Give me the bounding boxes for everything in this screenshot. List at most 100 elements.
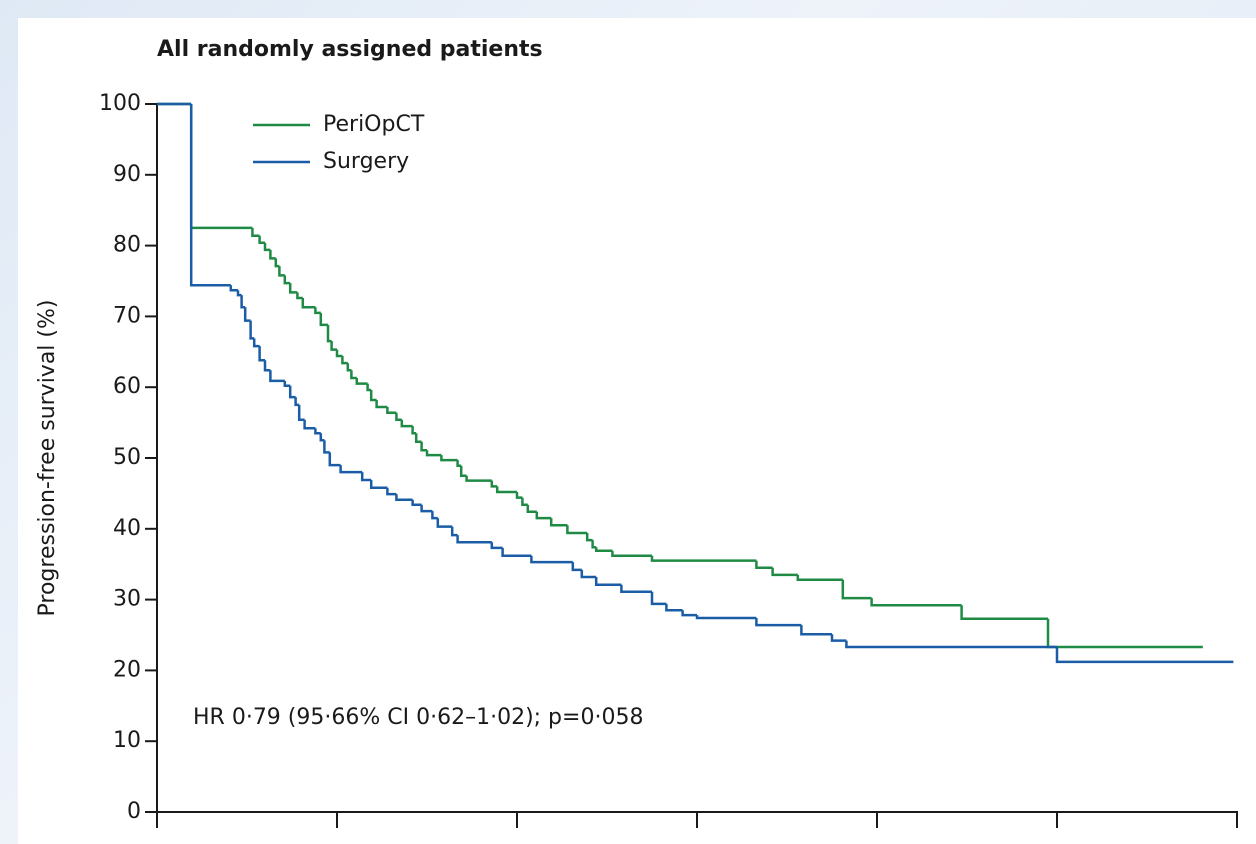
survival-step [269,370,285,383]
survival-step [771,567,798,577]
survival-step [411,499,422,506]
survival-step [269,249,276,260]
survival-step [395,494,413,502]
survival-step [323,440,330,454]
y-tick-label: 0 [127,799,141,824]
survival-step [263,360,271,372]
survival-step [297,404,305,422]
survival-step [189,104,253,230]
survival-step [521,497,528,506]
y-tick-label: 90 [113,162,141,187]
survival-step [526,504,537,514]
survival-step [1055,647,1234,664]
survival-step [236,290,242,297]
y-axis-label: Progression-free survival (%) [35,300,60,617]
survival-step [420,504,433,513]
survival-step [841,579,872,600]
survival-step [288,385,296,399]
survival-step [450,526,458,537]
survival-step [650,555,757,562]
survival-step [355,377,368,385]
survival-step [490,480,498,488]
survival-step [189,104,231,287]
survival-step [341,356,348,365]
survival-step [339,465,363,474]
survival-step [303,419,316,430]
survival-step [395,412,402,422]
survival-step [274,258,280,268]
survival-step [456,460,462,468]
survival-step [314,307,321,315]
survival-step [400,419,413,428]
survival-step [335,349,343,358]
panel [18,18,1256,844]
y-tick-label: 70 [113,303,141,328]
survival-step [549,518,568,527]
survival-step [530,555,573,564]
y-tick-label: 100 [99,91,141,116]
survival-step [314,428,321,435]
survival-step [283,275,291,285]
survival-step [796,574,843,582]
chart-title: All randomly assigned patients [157,37,543,62]
survival-step [278,266,285,277]
survival-step [386,487,397,496]
survival-step [319,433,325,442]
annotation: HR 0·79 (95·66% CI 0·62–1·02); p=0·058 [193,705,643,730]
survival-step [800,625,832,636]
survival-step [243,307,251,322]
survival-step [665,603,683,612]
survival-step [535,511,552,520]
survival-step [960,605,1048,620]
survival-step [251,227,260,237]
survival-step [414,433,422,443]
legend-label: Surgery [323,149,409,174]
survival-step [695,615,757,620]
survival-step [366,383,372,392]
survival-step [845,640,1057,649]
survival-step [296,292,303,300]
legend-label: PeriOpCT [323,112,425,137]
survival-step [319,312,328,327]
y-tick-label: 10 [113,728,141,753]
survival-step [369,479,388,489]
survival-step [249,320,255,340]
survival-step [229,285,238,292]
survival-step [495,486,517,494]
survival-step [870,598,962,607]
survival-step [288,283,298,294]
survival-step [755,560,773,569]
survival-step [585,533,593,542]
survival-step [420,441,427,452]
survival-step [386,407,397,414]
survival-step [258,235,265,245]
y-tick-label: 30 [113,587,141,612]
survival-step [681,610,697,617]
survival-step [830,634,847,642]
survival-step [263,242,271,252]
survival-step [411,426,417,435]
survival-step [490,542,503,550]
survival-step [755,618,802,627]
survival-step [252,338,260,348]
survival-step [328,452,341,467]
survival-step [591,540,597,549]
survival-step [465,475,492,482]
survival-step [1046,618,1203,649]
survival-step [620,584,652,594]
survival-step [436,518,453,528]
survival-step [350,370,357,380]
survival-step [375,399,388,409]
y-tick-label: 50 [113,445,141,470]
survival-step [294,397,300,407]
survival-step [240,295,246,309]
survival-step [440,455,458,462]
y-tick-label: 80 [113,233,141,258]
survival-step [425,450,442,457]
survival-step [580,569,597,579]
survival-step [258,346,265,362]
survival-step [346,363,352,372]
survival-step [283,380,291,388]
y-tick-label: 60 [113,374,141,399]
